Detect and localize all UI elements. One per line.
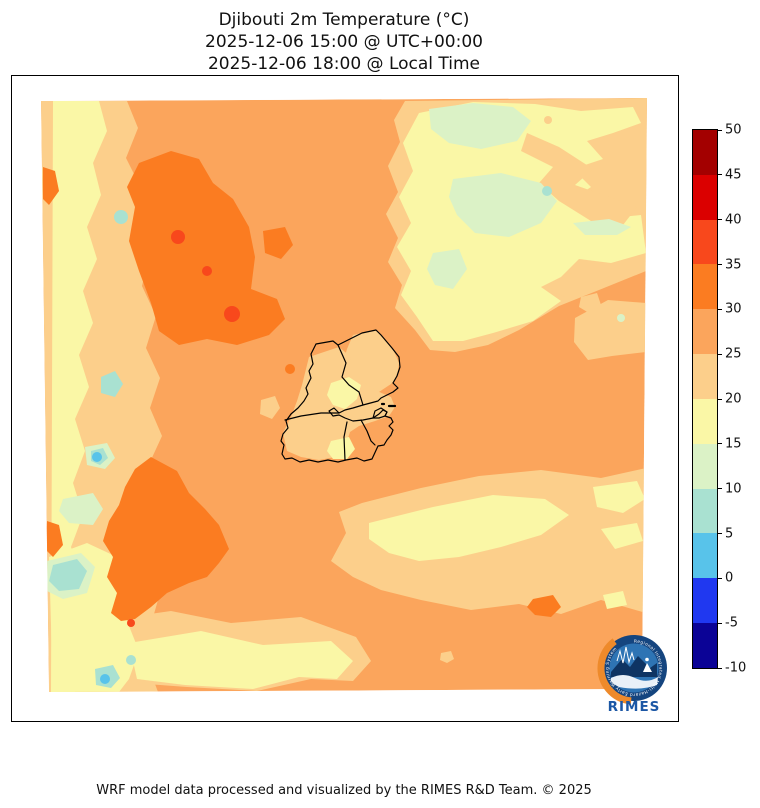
contour-layer-35-40 [127, 230, 240, 627]
contour-layer-10-15 [47, 103, 631, 599]
colorbar-tick [718, 219, 722, 221]
colorbar-segment [693, 264, 717, 310]
logo-sail-icon-head [645, 657, 649, 662]
colorbar: 50 45 40 35 30 25 20 15 10 5 0 -5 -10 [692, 123, 760, 676]
colorbar-tick [718, 667, 722, 669]
map-frame: Regional Integrated Multi-Hazard Early W… [11, 75, 679, 722]
contour-region [521, 133, 637, 225]
credit-line: WRF model data processed and visualized … [96, 783, 592, 798]
logo-wave [611, 675, 658, 689]
colorbar-segment [693, 398, 717, 444]
logo-wordmark: RIMES [608, 699, 661, 715]
contour-layer-5-10 [49, 186, 552, 688]
country-boundaries [280, 329, 401, 463]
rimes-logo: Regional Integrated Multi-Hazard Early W… [597, 631, 671, 715]
colorbar-tick-label: 45 [725, 167, 742, 183]
colorbar-segment [693, 578, 717, 624]
colorbar-tick-label: 0 [725, 570, 734, 586]
colorbar-bar [692, 129, 718, 669]
colorbar-segment [693, 309, 717, 355]
colorbar-segment [693, 488, 717, 534]
region-border [372, 407, 388, 419]
colorbar-tick-label: 25 [725, 346, 742, 362]
region-border [360, 419, 376, 446]
colorbar-segment [693, 623, 717, 668]
region-border [284, 412, 340, 421]
region-border [343, 421, 348, 461]
logo-seismograph-icon [616, 646, 635, 664]
colorbar-segment [693, 443, 717, 489]
contour-layer-30-35 [43, 151, 561, 621]
contour-layer-0-5 [92, 452, 110, 684]
colorbar-tick-label: 15 [725, 436, 742, 452]
colorbar-tick-label: 40 [725, 212, 742, 228]
colorbar-tick [718, 488, 722, 490]
colorbar-tick [718, 264, 722, 265]
colorbar-tick [718, 308, 722, 310]
colorbar-tick [718, 353, 722, 355]
colorbar-tick [718, 533, 722, 534]
colorbar-tick-label: 50 [725, 122, 742, 138]
country-outline [280, 329, 401, 463]
colorbar-tick [718, 174, 722, 176]
colorbar-segment [693, 533, 717, 579]
colorbar-tick [718, 622, 722, 624]
temperature-map: Regional Integrated Multi-Hazard Early W… [41, 98, 671, 715]
figure-title-block: Djibouti 2m Temperature (°C) 2025-12-06 … [11, 9, 677, 75]
colorbar-tick-label: 10 [725, 481, 742, 497]
colorbar-tick [718, 398, 722, 400]
logo-orange-crescent [597, 631, 671, 705]
colorbar-tick-label: -5 [725, 615, 738, 631]
colorbar-tick-label: -10 [725, 660, 747, 676]
colorbar-segment [693, 354, 717, 399]
contour-region [544, 116, 552, 124]
figure-subtitle-utc: 2025-12-06 15:00 @ UTC+00:00 [205, 32, 483, 52]
region-border [337, 344, 364, 406]
figure-subtitle-local: 2025-12-06 18:00 @ Local Time [207, 54, 481, 74]
colorbar-tick [718, 129, 722, 131]
colorbar-tick-label: 35 [725, 257, 742, 272]
colorbar-tick [718, 577, 722, 579]
colorbar-segment [693, 219, 717, 265]
colorbar-segment [693, 130, 717, 175]
colorbar-tick-label: 5 [725, 526, 734, 541]
logo-sail-icon [643, 663, 652, 672]
figure-title: Djibouti 2m Temperature (°C) [218, 10, 470, 30]
colorbar-tick-label: 30 [725, 301, 742, 317]
islands [380, 402, 397, 408]
colorbar-tick-label: 20 [725, 391, 742, 407]
colorbar-tick [718, 443, 722, 445]
colorbar-segment [693, 174, 717, 220]
